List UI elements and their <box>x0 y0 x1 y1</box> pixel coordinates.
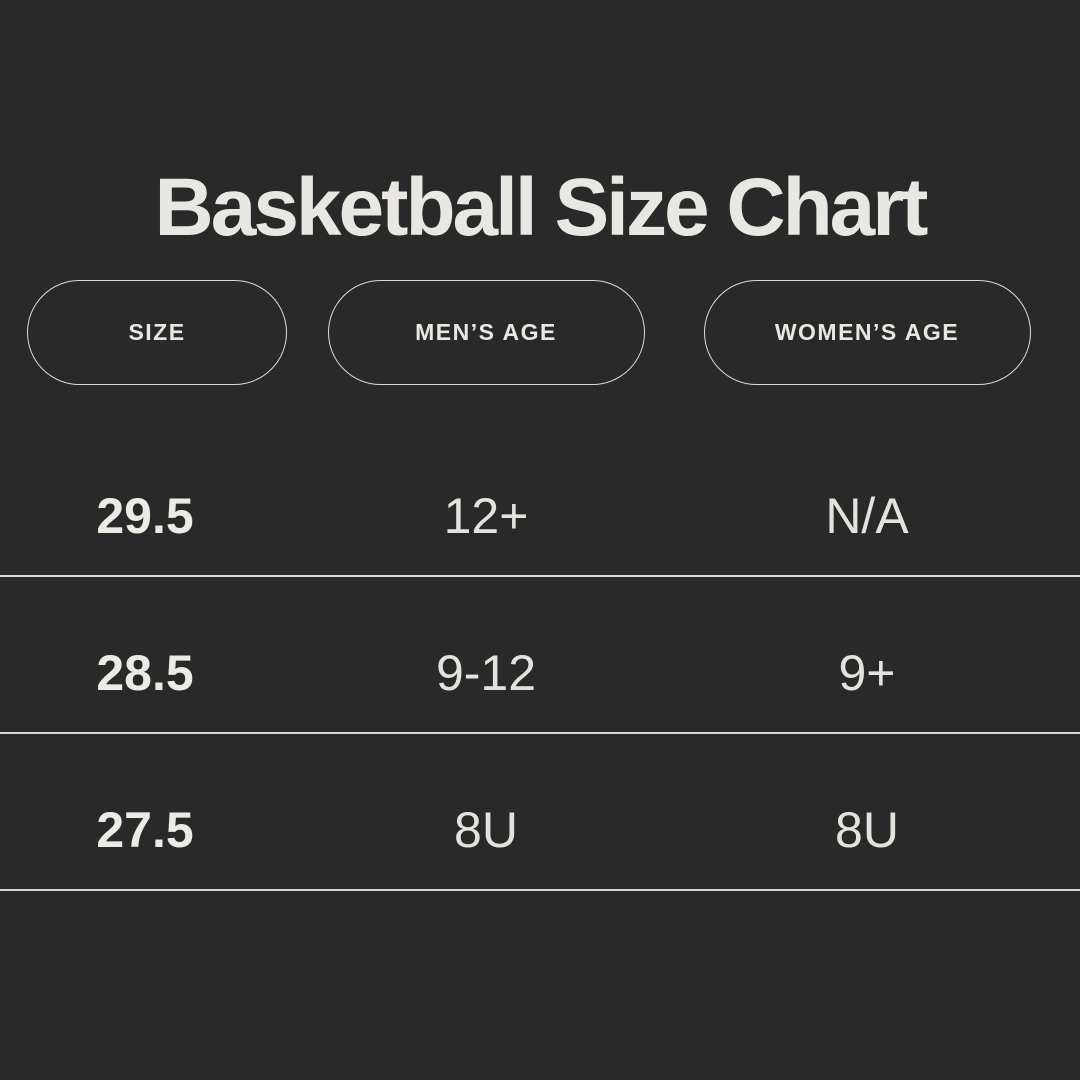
table-row: 27.5 8U 8U <box>0 734 1080 891</box>
mens-age-value: 8U <box>454 801 518 858</box>
womens-age-value: 8U <box>835 801 899 858</box>
table-row: 28.5 9-12 9+ <box>0 577 1080 734</box>
table-body: 29.5 12+ N/A 28.5 9-12 9+ 27.5 8U 8U <box>0 420 1080 891</box>
size-value: 29.5 <box>96 487 194 544</box>
header-cell-womens-age: WOMEN’S AGE <box>682 280 1080 385</box>
header-cell-mens-age: MEN’S AGE <box>290 280 682 385</box>
header-cell-size: SIZE <box>0 280 290 385</box>
size-value: 28.5 <box>96 644 194 701</box>
mens-age-value: 12+ <box>443 487 529 544</box>
page-title: Basketball Size Chart <box>154 161 929 253</box>
table-header-row: SIZE MEN’S AGE WOMEN’S AGE <box>0 280 1080 385</box>
mens-age-header-label: MEN’S AGE <box>415 319 557 345</box>
mens-age-value: 9-12 <box>435 644 537 701</box>
womens-age-header-label: WOMEN’S AGE <box>774 319 960 345</box>
womens-age-value: N/A <box>825 487 909 544</box>
womens-age-value: 9+ <box>838 644 896 701</box>
table-row: 29.5 12+ N/A <box>0 420 1080 577</box>
womens-age-header-pill: WOMEN’S AGE <box>703 280 1031 385</box>
size-header-label: SIZE <box>128 319 186 345</box>
size-value: 27.5 <box>96 801 194 858</box>
size-header-pill: SIZE <box>27 280 287 385</box>
mens-age-header-pill: MEN’S AGE <box>327 280 645 385</box>
